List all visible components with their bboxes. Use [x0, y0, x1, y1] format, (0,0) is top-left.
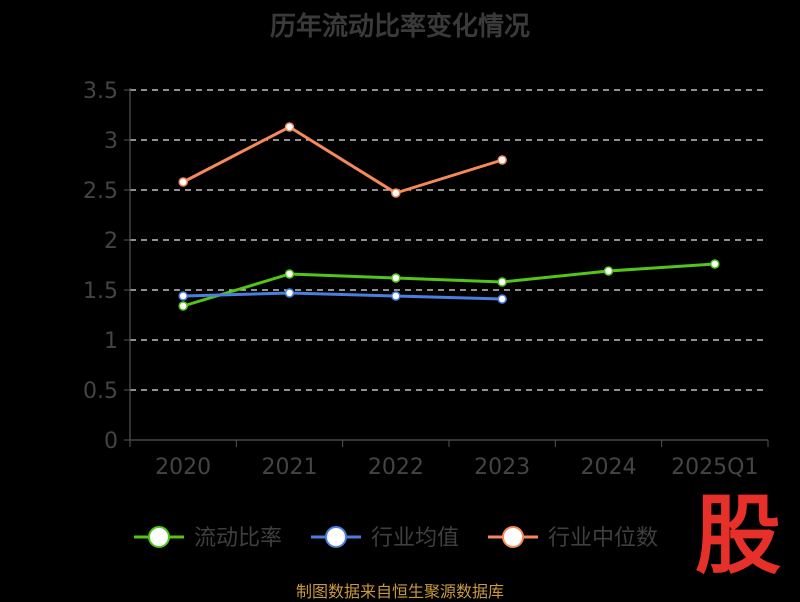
data-point[interactable]	[178, 291, 188, 301]
data-point[interactable]	[178, 301, 188, 311]
x-axis-tick-labels: 2020 2021 2022 2023 2024 2025Q1	[155, 455, 758, 480]
y-tick-label: 3.5	[83, 79, 118, 104]
y-tick-label: 3	[104, 129, 118, 154]
y-tick-label: 1	[104, 329, 118, 354]
series-line	[183, 291, 503, 301]
legend[interactable]: 流动比率 行业均值 行业中位数	[134, 526, 658, 551]
series-line	[182, 262, 715, 308]
legend-item[interactable]: 行业中位数	[488, 526, 658, 551]
data-point[interactable]	[284, 122, 295, 132]
legend-item[interactable]: 行业均值	[311, 526, 459, 551]
data-point[interactable]	[497, 277, 507, 287]
data-source-note: 制图数据来自恒生聚源数据库	[295, 582, 504, 601]
legend-item[interactable]: 流动比率	[134, 526, 282, 551]
series-1	[178, 259, 720, 311]
series-line	[182, 125, 503, 195]
y-tick-label: 0	[104, 429, 118, 454]
series-2	[178, 288, 507, 304]
y-tick-label: 2.5	[83, 179, 118, 204]
chart-title: 历年流动比率变化情况	[269, 12, 530, 42]
data-point[interactable]	[603, 266, 614, 276]
x-tick-label: 2020	[155, 455, 211, 480]
data-point[interactable]	[178, 177, 188, 187]
x-tick-label: 2022	[368, 455, 424, 480]
series-3	[178, 122, 507, 198]
legend-label: 行业中位数	[548, 526, 658, 551]
x-tick-label: 2024	[581, 455, 637, 480]
data-point[interactable]	[391, 188, 401, 198]
grid-lines	[130, 89, 768, 391]
series-lines	[178, 122, 720, 311]
x-tick-label: 2023	[474, 455, 530, 480]
data-point[interactable]	[284, 269, 295, 279]
x-tick-label: 2021	[262, 455, 318, 480]
legend-label: 行业均值	[371, 526, 459, 551]
data-point[interactable]	[391, 273, 401, 283]
data-point[interactable]	[710, 259, 720, 269]
legend-marker-icon	[148, 526, 170, 548]
legend-label: 流动比率	[194, 526, 282, 551]
legend-marker-icon	[325, 526, 347, 548]
y-tick-label: 1.5	[83, 279, 118, 304]
data-point[interactable]	[391, 291, 401, 301]
y-axis-tick-labels: 0 0.5 1 1.5 2 2.5 3 3.5	[83, 79, 118, 454]
data-point[interactable]	[284, 288, 295, 298]
data-point[interactable]	[497, 155, 507, 165]
axes	[124, 88, 769, 447]
legend-marker-icon	[502, 526, 524, 548]
data-point[interactable]	[497, 294, 507, 304]
brand-logo: 股	[695, 486, 781, 586]
x-tick-label: 2025Q1	[671, 455, 758, 480]
y-tick-label: 2	[104, 229, 118, 254]
y-tick-label: 0.5	[83, 379, 118, 404]
